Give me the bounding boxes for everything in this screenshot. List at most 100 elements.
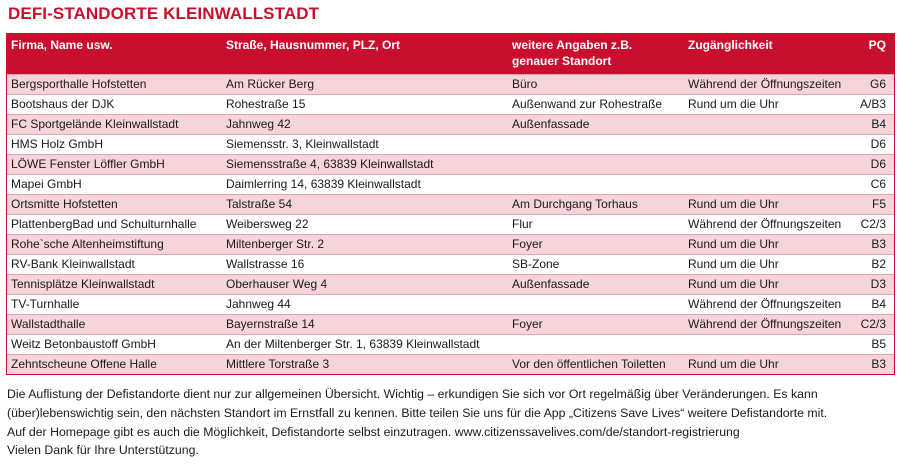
- cell-angaben: Außenfassade: [508, 114, 684, 135]
- table-row: LÖWE Fenster Löffler GmbH Siemensstraße 4…: [7, 154, 894, 175]
- column-header-strasse: Straße, Hausnummer, PLZ, Ort: [222, 34, 508, 75]
- cell-angaben: Vor den öffentlichen Toiletten: [508, 354, 684, 374]
- cell-strasse: Miltenberger Str. 2: [222, 234, 508, 255]
- cell-pq: C6: [854, 174, 894, 195]
- cell-pq: A/B3: [854, 94, 894, 115]
- footer-line-3: Auf der Homepage gibt es auch die Möglic…: [7, 424, 740, 439]
- table-row: Wallstadthalle Bayernstraße 14 Foyer Währen…: [7, 314, 894, 335]
- table-header: Firma, Name usw. Straße, Hausnummer, PLZ…: [7, 34, 894, 75]
- cell-firma: Bergsporthalle Hofstetten: [7, 74, 222, 95]
- cell-firma: Rohe`sche Altenheimstiftung: [7, 234, 222, 255]
- cell-angaben: [508, 174, 684, 195]
- cell-firma: Zehntscheune Offene Halle: [7, 354, 222, 374]
- cell-firma: TV-Turnhalle: [7, 294, 222, 315]
- cell-angaben: Foyer: [508, 234, 684, 255]
- defi-table-wrapper: Firma, Name usw. Straße, Hausnummer, PLZ…: [6, 33, 895, 375]
- cell-strasse: Siemensstraße 4, 63839 Kleinwallstadt: [222, 154, 508, 175]
- cell-zugang: Während der Öffnungszeiten: [684, 74, 854, 95]
- cell-angaben: [508, 294, 684, 315]
- table-body: Bergsporthalle Hofstetten Am Rücker Berg B…: [7, 74, 894, 374]
- table-row: PlattenbergBad und Schulturnhalle Weibers…: [7, 214, 894, 235]
- cell-angaben: Am Durchgang Torhaus: [508, 194, 684, 215]
- cell-strasse: Bayernstraße 14: [222, 314, 508, 335]
- cell-firma: Ortsmitte Hofstetten: [7, 194, 222, 215]
- table-row: Bootshaus der DJK Rohestraße 15 Außenwand …: [7, 94, 894, 115]
- table-row: TV-Turnhalle Jahnweg 44 Während der Öffnun…: [7, 294, 894, 315]
- defi-table: Firma, Name usw. Straße, Hausnummer, PLZ…: [7, 34, 894, 374]
- cell-zugang: Rund um die Uhr: [684, 94, 854, 115]
- table-row: Weitz Betonbaustoff GmbH An der Miltenber…: [7, 334, 894, 355]
- cell-firma: Weitz Betonbaustoff GmbH: [7, 334, 222, 355]
- table-row: RV-Bank Kleinwallstadt Wallstrasse 16 SB-Z…: [7, 254, 894, 275]
- column-header-angaben-line1: weitere Angaben z.B.: [512, 38, 633, 52]
- column-header-pq: PQ: [854, 34, 894, 75]
- cell-zugang: [684, 114, 854, 135]
- cell-angaben: Flur: [508, 214, 684, 235]
- cell-zugang: [684, 154, 854, 175]
- cell-zugang: [684, 134, 854, 155]
- column-header-firma: Firma, Name usw.: [7, 34, 222, 75]
- cell-firma: HMS Holz GmbH: [7, 134, 222, 155]
- cell-angaben: Außenwand zur Rohestraße: [508, 94, 684, 115]
- cell-pq: G6: [854, 74, 894, 95]
- cell-zugang: Rund um die Uhr: [684, 254, 854, 275]
- cell-zugang: Rund um die Uhr: [684, 274, 854, 295]
- cell-firma: Bootshaus der DJK: [7, 94, 222, 115]
- cell-zugang: Während der Öffnungszeiten: [684, 294, 854, 315]
- footer-line-1: Die Auflistung der Defistandorte dient n…: [7, 387, 818, 401]
- table-header-row: Firma, Name usw. Straße, Hausnummer, PLZ…: [7, 34, 894, 75]
- cell-strasse: Daimlerring 14, 63839 Kleinwallstadt: [222, 174, 508, 195]
- cell-angaben: Büro: [508, 74, 684, 95]
- cell-strasse: Oberhauser Weg 4: [222, 274, 508, 295]
- page-title: DEFI-STANDORTE KLEINWALLSTADT: [8, 4, 320, 23]
- cell-pq: B4: [854, 114, 894, 135]
- cell-strasse: Weibersweg 22: [222, 214, 508, 235]
- cell-zugang: [684, 174, 854, 195]
- cell-pq: C2/3: [854, 314, 894, 335]
- cell-zugang: Rund um die Uhr: [684, 234, 854, 255]
- table-row: Zehntscheune Offene Halle Mittlere Torstr…: [7, 354, 894, 374]
- cell-pq: F5: [854, 194, 894, 215]
- cell-strasse: Mittlere Torstraße 3: [222, 354, 508, 374]
- cell-pq: B2: [854, 254, 894, 275]
- cell-angaben: Außenfassade: [508, 274, 684, 295]
- cell-angaben: [508, 334, 684, 355]
- cell-strasse: Siemensstr. 3, Kleinwallstadt: [222, 134, 508, 155]
- cell-angaben: [508, 134, 684, 155]
- cell-zugang: Während der Öffnungszeiten: [684, 214, 854, 235]
- cell-firma: LÖWE Fenster Löffler GmbH: [7, 154, 222, 175]
- table-row: Tennisplätze Kleinwallstadt Oberhauser We…: [7, 274, 894, 295]
- table-row: Ortsmitte Hofstetten Talstraße 54 Am Durch…: [7, 194, 894, 215]
- column-header-angaben: weitere Angaben z.B. genauer Standort: [508, 34, 684, 75]
- footer-note: Die Auflistung der Defistandorte dient n…: [7, 385, 917, 460]
- footer-line-2: (über)lebenswichtig sein, den nächsten S…: [7, 405, 828, 420]
- cell-zugang: Während der Öffnungszeiten: [684, 314, 854, 335]
- cell-firma: Wallstadthalle: [7, 314, 222, 335]
- column-header-angaben-line2: genauer Standort: [512, 54, 612, 68]
- cell-firma: Tennisplätze Kleinwallstadt: [7, 274, 222, 295]
- cell-zugang: Rund um die Uhr: [684, 354, 854, 374]
- cell-pq: D6: [854, 134, 894, 155]
- cell-pq: B3: [854, 234, 894, 255]
- cell-angaben: SB-Zone: [508, 254, 684, 275]
- cell-pq: D3: [854, 274, 894, 295]
- cell-strasse: Am Rücker Berg: [222, 74, 508, 95]
- cell-firma: PlattenbergBad und Schulturnhalle: [7, 214, 222, 235]
- table-row: Bergsporthalle Hofstetten Am Rücker Berg B…: [7, 74, 894, 95]
- cell-angaben: [508, 154, 684, 175]
- cell-firma: Mapei GmbH: [7, 174, 222, 195]
- table-row: FC Sportgelände Kleinwallstadt Jahnweg 42…: [7, 114, 894, 135]
- cell-strasse: Rohestraße 15: [222, 94, 508, 115]
- cell-zugang: [684, 334, 854, 355]
- cell-firma: RV-Bank Kleinwallstadt: [7, 254, 222, 275]
- table-row: Mapei GmbH Daimlerring 14, 63839 Kleinwal…: [7, 174, 894, 195]
- table-row: Rohe`sche Altenheimstiftung Miltenberger …: [7, 234, 894, 255]
- cell-pq: C2/3: [854, 214, 894, 235]
- footer-line-4: Vielen Dank für Ihre Unterstützung.: [7, 443, 199, 458]
- cell-angaben: Foyer: [508, 314, 684, 335]
- cell-pq: B5: [854, 334, 894, 355]
- cell-strasse: An der Miltenberger Str. 1, 63839 Kleinw…: [222, 334, 508, 355]
- cell-strasse: Wallstrasse 16: [222, 254, 508, 275]
- cell-firma: FC Sportgelände Kleinwallstadt: [7, 114, 222, 135]
